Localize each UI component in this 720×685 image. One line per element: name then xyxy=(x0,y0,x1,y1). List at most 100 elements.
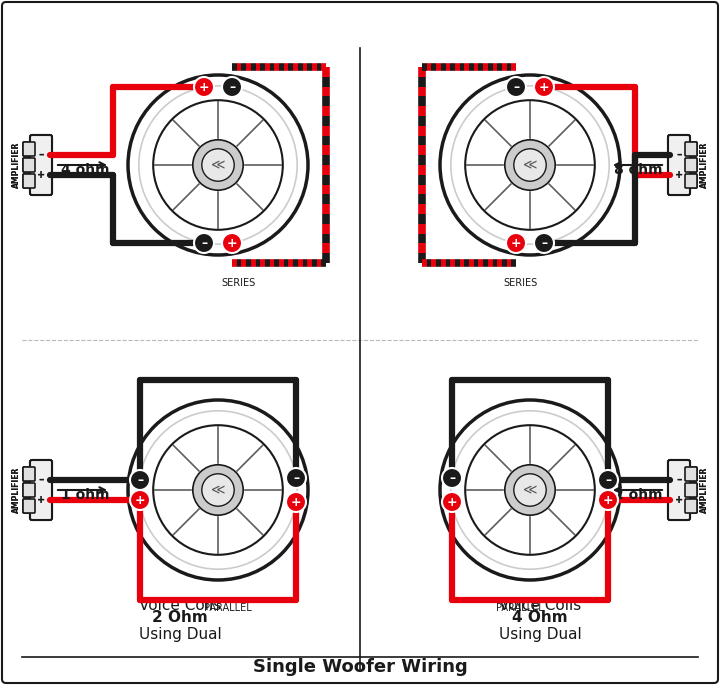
Text: Using Dual: Using Dual xyxy=(499,627,581,643)
Circle shape xyxy=(222,233,242,253)
Text: Single Woofer Wiring: Single Woofer Wiring xyxy=(253,658,467,676)
Text: –: – xyxy=(201,236,207,249)
FancyBboxPatch shape xyxy=(668,135,690,195)
FancyBboxPatch shape xyxy=(30,460,52,520)
Circle shape xyxy=(534,233,554,253)
Text: Voice Coils: Voice Coils xyxy=(499,597,581,612)
FancyBboxPatch shape xyxy=(685,499,697,513)
Circle shape xyxy=(442,492,462,512)
Circle shape xyxy=(194,233,214,253)
Text: AMPLIFIER: AMPLIFIER xyxy=(700,466,708,513)
Text: +: + xyxy=(199,81,210,93)
Circle shape xyxy=(534,77,554,97)
Text: +: + xyxy=(510,236,521,249)
Text: 4 Ohm: 4 Ohm xyxy=(512,610,568,625)
FancyBboxPatch shape xyxy=(685,467,697,481)
Circle shape xyxy=(506,77,526,97)
Circle shape xyxy=(202,149,234,182)
Text: 1 ohm: 1 ohm xyxy=(60,488,109,502)
Text: +: + xyxy=(227,236,238,249)
FancyBboxPatch shape xyxy=(23,499,35,513)
Text: SERIES: SERIES xyxy=(503,278,537,288)
Text: –: – xyxy=(541,236,547,249)
Text: –: – xyxy=(676,150,682,160)
Text: –: – xyxy=(38,475,44,485)
FancyBboxPatch shape xyxy=(685,158,697,172)
Text: Using Dual: Using Dual xyxy=(139,627,221,643)
Text: +: + xyxy=(675,170,683,180)
FancyBboxPatch shape xyxy=(685,499,697,513)
Circle shape xyxy=(598,470,618,490)
FancyBboxPatch shape xyxy=(685,483,697,497)
Text: AMPLIFIER: AMPLIFIER xyxy=(12,142,20,188)
FancyBboxPatch shape xyxy=(23,142,35,156)
FancyBboxPatch shape xyxy=(685,142,697,156)
Text: AMPLIFIER: AMPLIFIER xyxy=(12,142,20,188)
Text: ≪: ≪ xyxy=(523,158,537,172)
Circle shape xyxy=(505,140,555,190)
Text: ≪: ≪ xyxy=(523,483,537,497)
FancyBboxPatch shape xyxy=(23,483,35,497)
FancyBboxPatch shape xyxy=(23,174,35,188)
Text: +: + xyxy=(675,495,683,505)
FancyBboxPatch shape xyxy=(685,483,697,497)
Text: AMPLIFIER: AMPLIFIER xyxy=(700,142,708,188)
Circle shape xyxy=(130,490,150,510)
FancyBboxPatch shape xyxy=(685,174,697,188)
Circle shape xyxy=(193,140,243,190)
Text: +: + xyxy=(603,493,613,506)
Text: AMPLIFIER: AMPLIFIER xyxy=(12,466,20,513)
Text: AMPLIFIER: AMPLIFIER xyxy=(12,466,20,513)
FancyBboxPatch shape xyxy=(30,135,52,195)
Text: Voice Coils: Voice Coils xyxy=(139,597,221,612)
Text: –: – xyxy=(38,150,44,160)
FancyBboxPatch shape xyxy=(685,142,697,156)
Text: SERIES: SERIES xyxy=(221,278,255,288)
Circle shape xyxy=(514,474,546,506)
Text: 4 ohm: 4 ohm xyxy=(60,163,109,177)
FancyBboxPatch shape xyxy=(685,467,697,481)
Text: –: – xyxy=(676,150,682,160)
Text: 8 ohm: 8 ohm xyxy=(613,163,662,177)
Circle shape xyxy=(506,233,526,253)
Circle shape xyxy=(286,492,306,512)
Text: AMPLIFIER: AMPLIFIER xyxy=(700,466,708,513)
Circle shape xyxy=(514,149,546,182)
FancyBboxPatch shape xyxy=(23,499,35,513)
Text: +: + xyxy=(37,170,45,180)
Text: +: + xyxy=(135,493,145,506)
Text: +: + xyxy=(37,495,45,505)
FancyBboxPatch shape xyxy=(668,135,690,195)
Text: –: – xyxy=(676,475,682,485)
Text: ≪: ≪ xyxy=(211,158,225,172)
FancyBboxPatch shape xyxy=(23,158,35,172)
Text: –: – xyxy=(137,473,143,486)
FancyBboxPatch shape xyxy=(685,174,697,188)
Circle shape xyxy=(598,490,618,510)
Text: +: + xyxy=(37,170,45,180)
Text: +: + xyxy=(37,495,45,505)
Text: –: – xyxy=(229,81,235,93)
Text: +: + xyxy=(675,170,683,180)
FancyBboxPatch shape xyxy=(30,135,52,195)
Circle shape xyxy=(194,77,214,97)
Circle shape xyxy=(202,474,234,506)
FancyBboxPatch shape xyxy=(668,460,690,520)
Text: PARALLEL: PARALLEL xyxy=(204,603,252,613)
Text: +: + xyxy=(675,495,683,505)
Text: AMPLIFIER: AMPLIFIER xyxy=(700,142,708,188)
Text: –: – xyxy=(513,81,519,93)
Text: 2 ohm: 2 ohm xyxy=(613,488,662,502)
FancyBboxPatch shape xyxy=(23,467,35,481)
FancyBboxPatch shape xyxy=(23,142,35,156)
Text: –: – xyxy=(676,475,682,485)
Circle shape xyxy=(222,77,242,97)
Circle shape xyxy=(505,465,555,515)
FancyBboxPatch shape xyxy=(30,460,52,520)
Text: +: + xyxy=(446,495,457,508)
FancyBboxPatch shape xyxy=(23,174,35,188)
FancyBboxPatch shape xyxy=(23,467,35,481)
Text: –: – xyxy=(605,473,611,486)
Text: +: + xyxy=(539,81,549,93)
Circle shape xyxy=(130,470,150,490)
